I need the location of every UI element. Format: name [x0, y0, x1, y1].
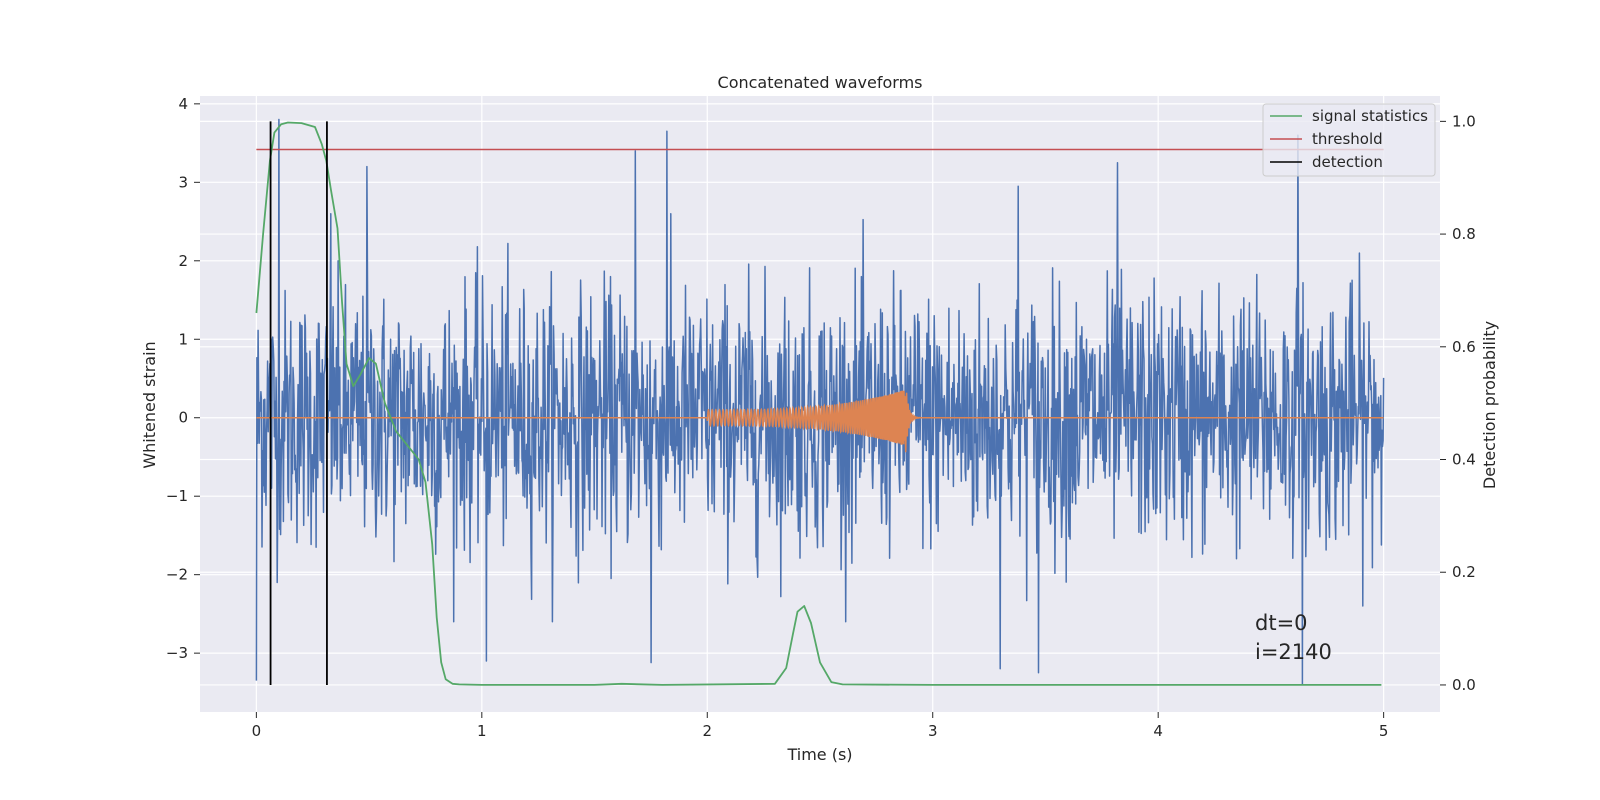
- signal-statistics-line: [255, 121, 1382, 686]
- x-tick-label: 3: [928, 722, 938, 740]
- legend-label-threshold: threshold: [1312, 130, 1383, 148]
- legend: signal statistics threshold detection: [1262, 103, 1436, 177]
- legend-label-signal-statistics: signal statistics: [1312, 107, 1428, 125]
- legend-label-detection: detection: [1312, 153, 1383, 171]
- x-axis-label: Time (s): [786, 745, 852, 764]
- y-tick-label: −1: [166, 487, 188, 505]
- y-tick-label: 0: [178, 409, 188, 427]
- y2-tick-label: 1.0: [1452, 112, 1476, 130]
- y-tick-label: −3: [166, 644, 188, 662]
- y-axis-ticks: −3 −2 −1 0 1 2 3 4: [166, 95, 200, 662]
- y2-axis-ticks: 0.0 0.2 0.4 0.6 0.8 1.0: [1440, 112, 1476, 694]
- template-line: [256, 390, 1384, 453]
- data-layer: [255, 118, 1385, 686]
- legend-box: [1262, 103, 1436, 177]
- y2-tick-label: 0.0: [1452, 676, 1476, 694]
- y-tick-label: 1: [178, 330, 188, 348]
- x-tick-label: 0: [252, 722, 262, 740]
- y2-tick-label: 0.4: [1452, 451, 1476, 469]
- annotation-dt: dt=0: [1255, 611, 1308, 635]
- y-axis-label: Whitened strain: [140, 341, 159, 468]
- x-tick-label: 1: [477, 722, 487, 740]
- x-tick-label: 4: [1153, 722, 1163, 740]
- y-tick-label: 3: [178, 173, 188, 191]
- x-tick-label: 2: [702, 722, 712, 740]
- y2-tick-label: 0.8: [1452, 225, 1476, 243]
- chart-title: Concatenated waveforms: [718, 73, 923, 92]
- y2-tick-label: 0.6: [1452, 338, 1476, 356]
- y2-axis-label: Detection probability: [1480, 321, 1499, 489]
- annotation-index: i=2140: [1255, 640, 1332, 664]
- y-tick-label: 2: [178, 252, 188, 270]
- strain-line: [255, 118, 1385, 686]
- y-tick-label: −2: [166, 566, 188, 584]
- x-tick-label: 5: [1379, 722, 1389, 740]
- x-axis-ticks: 0 1 2 3 4 5: [252, 712, 1389, 740]
- y-tick-label: 4: [178, 95, 188, 113]
- y2-tick-label: 0.2: [1452, 563, 1476, 581]
